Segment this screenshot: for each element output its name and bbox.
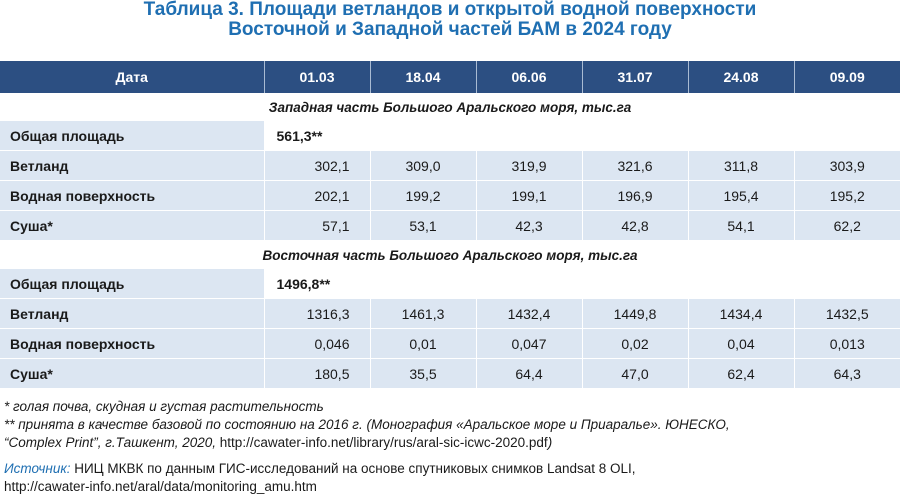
table-cell: 1434,4	[687, 298, 794, 329]
footnote-3-end: )	[547, 435, 553, 450]
table-cell: 319,9	[475, 150, 582, 181]
table-cell: 321,6	[581, 150, 688, 181]
table-cell: 199,2	[369, 180, 476, 211]
table-row-total: Общая площадь 561,3**	[0, 121, 900, 151]
title-line-1: Таблица 3. Площади ветландов и открытой …	[143, 0, 757, 20]
table-cell: 0,013	[793, 328, 900, 359]
table-cell: 62,4	[687, 358, 794, 389]
table-cell: 311,8	[687, 150, 794, 181]
footnotes: * голая почва, скудная и густая растител…	[4, 398, 898, 452]
footnote-1: * голая почва, скудная и густая растител…	[4, 399, 324, 414]
row-label: Общая площадь	[0, 121, 264, 151]
table-cell: 0,047	[475, 328, 582, 359]
table-cell: 62,2	[793, 210, 900, 241]
header-date-label: Дата	[0, 61, 264, 93]
row-label: Общая площадь	[0, 269, 264, 299]
table-cell: 1432,4	[475, 298, 582, 329]
table-cell: 302,1	[263, 150, 370, 181]
table-cell: 35,5	[369, 358, 476, 389]
header-date: 01.03	[263, 61, 370, 93]
table-row: Ветланд 1316,3 1461,3 1432,4 1449,8 1434…	[0, 298, 900, 329]
header-date: 24.08	[687, 61, 794, 93]
table-cell: 1316,3	[263, 298, 370, 329]
table-cell: 309,0	[369, 150, 476, 181]
table-row-total: Общая площадь 1496,8**	[0, 269, 900, 299]
table-cell: 42,3	[475, 210, 582, 241]
footnote-2: ** принята в качестве базовой по состоян…	[4, 417, 730, 432]
table-cell: 57,1	[263, 210, 370, 241]
table-row: Ветланд 302,1 309,0 319,9 321,6 311,8 30…	[0, 150, 900, 181]
total-value: 1496,8**	[263, 269, 900, 299]
row-label: Суша*	[0, 210, 264, 241]
table-cell: 1432,5	[793, 298, 900, 329]
table-cell: 195,2	[793, 180, 900, 211]
monograph-link[interactable]: http://cawater-info.net/library/rus/aral…	[219, 435, 548, 450]
table-cell: 180,5	[263, 358, 370, 389]
table-cell: 1449,8	[581, 298, 688, 329]
footnote-3-text: “Complex Print”, г.Ташкент, 2020,	[4, 435, 220, 450]
header-date: 06.06	[475, 61, 582, 93]
table-cell: 0,046	[263, 328, 370, 359]
section-title: Западная часть Большого Аральского моря,…	[0, 93, 900, 121]
area-table: Дата 01.03 18.04 06.06 31.07 24.08 09.09…	[0, 61, 900, 389]
table-cell: 199,1	[475, 180, 582, 211]
header-date: 18.04	[369, 61, 476, 93]
table-cell: 0,01	[369, 328, 476, 359]
table-cell: 54,1	[687, 210, 794, 241]
row-label: Ветланд	[0, 150, 264, 181]
table-cell: 195,4	[687, 180, 794, 211]
table-cell: 0,02	[581, 328, 688, 359]
row-label: Суша*	[0, 358, 264, 389]
table-row: Суша* 180,5 35,5 64,4 47,0 62,4 64,3	[0, 358, 900, 389]
table-cell: 64,3	[793, 358, 900, 389]
source-link[interactable]: http://cawater-info.net/aral/data/monito…	[4, 479, 317, 494]
table-row: Водная поверхность 0,046 0,01 0,047 0,02…	[0, 328, 900, 359]
footnote-3: “Complex Print”, г.Ташкент, 2020, http:/…	[4, 434, 898, 452]
table-cell: 42,8	[581, 210, 688, 241]
table-cell: 303,9	[793, 150, 900, 181]
total-value: 561,3**	[263, 121, 900, 151]
row-label: Ветланд	[0, 298, 264, 329]
section-title: Восточная часть Большого Аральского моря…	[0, 240, 900, 269]
row-label: Водная поверхность	[0, 328, 264, 359]
section-heading-east: Восточная часть Большого Аральского моря…	[0, 240, 900, 269]
table-title: Таблица 3. Площади ветландов и открытой …	[0, 0, 900, 40]
title-line-2: Восточной и Западной частей БАМ в 2024 г…	[228, 19, 672, 40]
table-cell: 1461,3	[369, 298, 476, 329]
header-date: 09.09	[793, 61, 900, 93]
table-cell: 53,1	[369, 210, 476, 241]
table-cell: 202,1	[263, 180, 370, 211]
table-cell: 64,4	[475, 358, 582, 389]
source-label: Источник:	[4, 461, 71, 476]
source-line: Источник: НИЦ МКВК по данным ГИС-исследо…	[4, 460, 898, 478]
row-label: Водная поверхность	[0, 180, 264, 211]
table-cell: 47,0	[581, 358, 688, 389]
section-heading-west: Западная часть Большого Аральского моря,…	[0, 93, 900, 121]
table-row: Водная поверхность 202,1 199,2 199,1 196…	[0, 180, 900, 211]
table-cell: 0,04	[687, 328, 794, 359]
table-header-row: Дата 01.03 18.04 06.06 31.07 24.08 09.09	[0, 61, 900, 93]
source-note: Источник: НИЦ МКВК по данным ГИС-исследо…	[4, 460, 898, 496]
table-cell: 196,9	[581, 180, 688, 211]
header-date: 31.07	[581, 61, 688, 93]
table-row: Суша* 57,1 53,1 42,3 42,8 54,1 62,2	[0, 210, 900, 241]
source-text: НИЦ МКВК по данным ГИС-исследований на о…	[70, 461, 636, 476]
